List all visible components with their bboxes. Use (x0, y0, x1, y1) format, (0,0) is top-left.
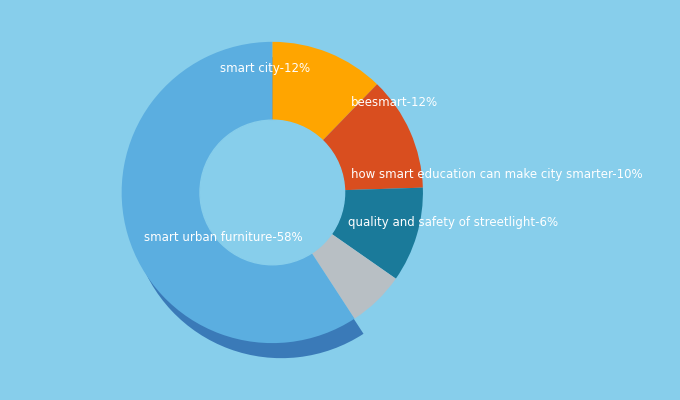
Wedge shape (322, 84, 423, 190)
Wedge shape (311, 234, 396, 319)
Wedge shape (122, 42, 354, 343)
Wedge shape (272, 42, 377, 140)
Text: beesmart-12%: beesmart-12% (351, 96, 438, 108)
Text: smart urban furniture-58%: smart urban furniture-58% (144, 231, 303, 244)
Text: smart city-12%: smart city-12% (220, 62, 310, 76)
Wedge shape (332, 188, 423, 279)
Text: how smart education can make city smarter-10%: how smart education can make city smarte… (351, 168, 642, 181)
Circle shape (200, 120, 345, 265)
Wedge shape (131, 57, 364, 358)
Text: quality and safety of streetlight-6%: quality and safety of streetlight-6% (347, 216, 558, 229)
